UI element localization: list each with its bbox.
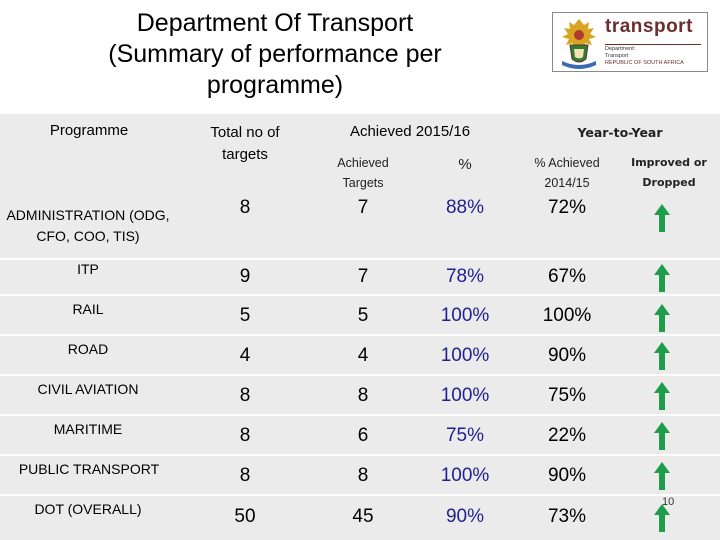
- row-2-total: 9: [239, 266, 251, 287]
- row-5-total: 8: [239, 385, 251, 406]
- logo-line-2: Transport: [605, 53, 629, 59]
- row-1-prev-percent: 72%: [547, 197, 587, 218]
- row-4-programme: ROAD: [67, 340, 109, 357]
- row-8-achieved: 45: [352, 506, 374, 527]
- row-2-improved-arrow-icon: [654, 264, 670, 292]
- row-divider: [0, 454, 720, 456]
- header-achieved-2015-16: Achieved 2015/16: [349, 123, 471, 140]
- row-divider: [0, 374, 720, 376]
- row-divider: [0, 494, 720, 496]
- title-line-2: (Summary of performance per: [108, 40, 442, 68]
- row-8-percent: 90%: [445, 506, 485, 527]
- row-2-achieved: 7: [357, 266, 369, 287]
- row-1-percent: 88%: [445, 197, 485, 218]
- row-5-improved-arrow-icon: [654, 382, 670, 410]
- row-1-improved-arrow-icon: [654, 204, 670, 232]
- row-3-prev-percent: 100%: [542, 305, 592, 326]
- logo-line-3: REPUBLIC OF SOUTH AFRICA: [605, 60, 684, 66]
- logo-line-1: Department:: [605, 46, 636, 52]
- row-3-achieved: 5: [357, 305, 369, 326]
- row-6-achieved: 6: [357, 425, 369, 446]
- row-7-achieved: 8: [357, 465, 369, 486]
- row-8-improved-arrow-icon: [654, 504, 670, 532]
- row-3-programme: RAIL: [72, 300, 104, 317]
- transport-logo: transport Department: Transport REPUBLIC…: [552, 12, 708, 72]
- subheader-improved-or-dropped: Improved or Dropped: [631, 156, 707, 189]
- row-8-total: 50: [234, 506, 256, 527]
- row-2-percent: 78%: [445, 266, 485, 287]
- row-6-improved-arrow-icon: [654, 422, 670, 450]
- row-4-total: 4: [239, 345, 251, 366]
- row-4-percent: 100%: [440, 345, 490, 366]
- row-2-programme: ITP: [77, 260, 99, 277]
- row-5-programme: CIVIL AVIATION: [37, 380, 139, 397]
- row-5-percent: 100%: [440, 385, 490, 406]
- row-1-total: 8: [239, 197, 251, 218]
- row-7-percent: 100%: [440, 465, 490, 486]
- row-4-achieved: 4: [357, 345, 369, 366]
- subheader-achieved-targets: Achieved Targets: [337, 156, 389, 190]
- title-line-3: programme): [206, 71, 344, 99]
- row-8-prev-percent: 73%: [547, 506, 587, 527]
- row-7-total: 8: [239, 465, 251, 486]
- row-3-total: 5: [239, 305, 251, 326]
- row-5-achieved: 8: [357, 385, 369, 406]
- performance-table: Programme Total no of targets Achieved 2…: [0, 114, 720, 540]
- row-6-percent: 75%: [445, 425, 485, 446]
- subheader-pct-achieved-2014-15: % Achieved 2014/15: [534, 156, 600, 190]
- row-6-prev-percent: 22%: [547, 425, 587, 446]
- row-6-programme: MARITIME: [53, 420, 123, 437]
- row-1-achieved: 7: [357, 197, 369, 218]
- row-1-programme: ADMINISTRATION (ODG, CFO, COO, TIS): [6, 207, 170, 244]
- slide-title: Department Of Transport (Summary of perf…: [40, 8, 510, 101]
- row-divider: [0, 294, 720, 296]
- logo-subtitle: Department: Transport REPUBLIC OF SOUTH …: [605, 44, 701, 67]
- row-4-improved-arrow-icon: [654, 342, 670, 370]
- row-4-prev-percent: 90%: [547, 345, 587, 366]
- row-8-programme: DOT (OVERALL): [34, 500, 142, 517]
- logo-wordmark: transport: [605, 16, 693, 37]
- row-7-programme: PUBLIC TRANSPORT: [18, 460, 160, 477]
- header-year-to-year: Year-to-Year: [577, 124, 663, 140]
- title-line-1: Department Of Transport: [136, 9, 414, 37]
- row-2-prev-percent: 67%: [547, 266, 587, 287]
- row-5-prev-percent: 75%: [547, 385, 587, 406]
- page-number: 10: [662, 496, 675, 508]
- header-total-targets: Total no of targets: [210, 124, 280, 163]
- row-7-improved-arrow-icon: [654, 462, 670, 490]
- row-7-prev-percent: 90%: [547, 465, 587, 486]
- row-3-improved-arrow-icon: [654, 304, 670, 332]
- coat-of-arms-icon: [562, 19, 596, 69]
- header-programme: Programme: [49, 122, 129, 139]
- row-divider: [0, 334, 720, 336]
- row-divider: [0, 258, 720, 260]
- subheader-percent: %: [458, 156, 472, 173]
- row-3-percent: 100%: [440, 305, 490, 326]
- row-divider: [0, 414, 720, 416]
- row-6-total: 8: [239, 425, 251, 446]
